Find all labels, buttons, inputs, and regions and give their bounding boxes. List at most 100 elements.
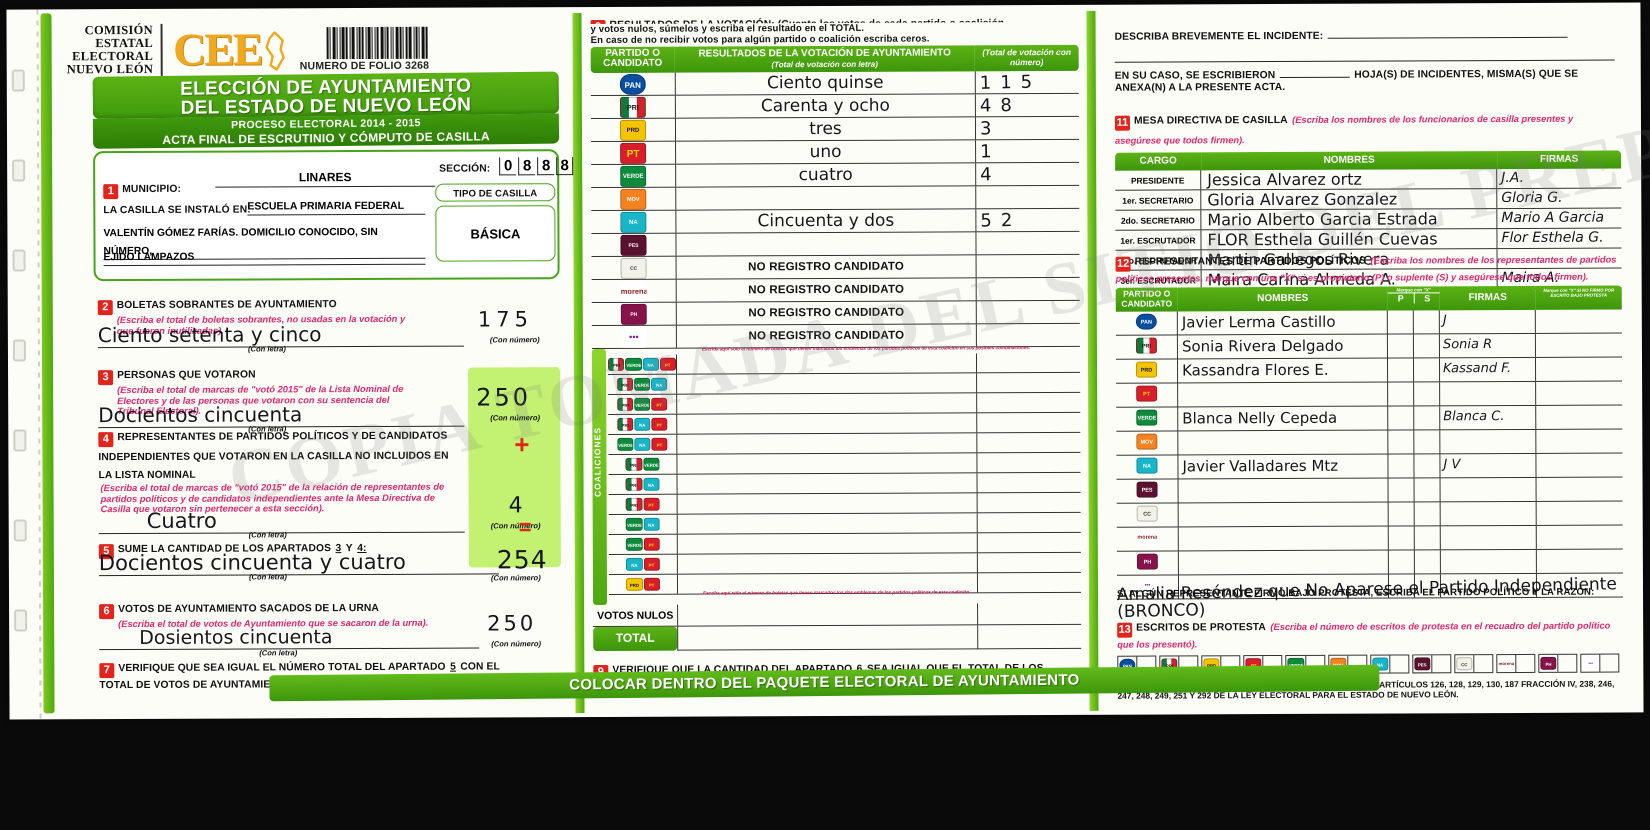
coalition-numero-cell[interactable]	[976, 492, 1081, 513]
protest-box[interactable]: PES	[1412, 654, 1452, 674]
rep-nombre-cell[interactable]	[1178, 550, 1389, 575]
party-letra-cell[interactable]	[675, 232, 976, 256]
tipo-casilla-value-box[interactable]: BÁSICA	[435, 205, 556, 262]
coalition-letra-cell[interactable]	[676, 393, 977, 414]
mesa-firma-cell[interactable]: J.A.	[1497, 169, 1621, 189]
protest-count-input[interactable]	[1557, 654, 1577, 672]
coalition-numero-cell[interactable]	[976, 412, 1081, 433]
protest-box[interactable]: morena	[1496, 653, 1536, 674]
rep-suplente-checkbox[interactable]	[1414, 406, 1441, 430]
coalition-numero-cell[interactable]	[975, 352, 1081, 373]
rep-propietario-checkbox[interactable]	[1388, 502, 1415, 526]
rep-firma-cell[interactable]	[1440, 429, 1537, 454]
rep-propietario-checkbox[interactable]	[1387, 334, 1414, 358]
votos-nulos-numero[interactable]	[977, 602, 1082, 625]
party-letra-cell[interactable]	[675, 186, 976, 210]
rep-protest-cell[interactable]	[1536, 382, 1622, 405]
rep-suplente-checkbox[interactable]	[1414, 454, 1441, 478]
coalition-letra-cell[interactable]	[675, 353, 977, 374]
total-numero[interactable]	[977, 624, 1082, 650]
party-numero-cell[interactable]	[975, 277, 1080, 301]
rep-protest-cell[interactable]	[1536, 454, 1622, 477]
coalition-numero-cell[interactable]	[976, 432, 1081, 453]
rep-protest-cell[interactable]	[1536, 406, 1622, 429]
coalition-numero-cell[interactable]	[976, 392, 1081, 413]
party-numero-cell[interactable]	[975, 300, 1080, 324]
rep-suplente-checkbox[interactable]	[1414, 502, 1441, 526]
party-letra-cell[interactable]: tres	[674, 117, 976, 141]
party-letra-cell[interactable]: Carenta y ocho	[674, 94, 975, 118]
anexa-count-field[interactable]	[1279, 76, 1350, 79]
rep-protest-cell[interactable]	[1537, 550, 1623, 573]
protest-count-input[interactable]	[1389, 655, 1409, 673]
mesa-nombre-cell[interactable]: Gloria Alvarez Gonzalez	[1201, 189, 1498, 210]
rep-protest-cell[interactable]	[1536, 334, 1622, 357]
rep-nombre-cell[interactable]	[1178, 502, 1389, 527]
rep-protest-cell[interactable]	[1536, 310, 1622, 333]
protest-count-input[interactable]	[1515, 654, 1535, 672]
coalition-numero-cell[interactable]	[976, 372, 1081, 393]
party-numero-cell[interactable]: 3	[974, 116, 1080, 140]
party-letra-cell[interactable]: Cincuenta y dos	[675, 209, 976, 233]
rep-propietario-checkbox[interactable]	[1388, 478, 1415, 502]
coalition-letra-cell[interactable]	[676, 513, 977, 534]
rep-suplente-checkbox[interactable]	[1414, 478, 1441, 502]
section-5-letra-field[interactable]: Docientos cincuenta y cuatro	[98, 549, 499, 577]
coalition-numero-cell[interactable]	[976, 452, 1081, 473]
mesa-firma-cell[interactable]: Mario A Garcia	[1497, 209, 1621, 229]
party-numero-cell[interactable]: 115	[974, 70, 1079, 93]
rep-protest-cell[interactable]	[1537, 478, 1623, 501]
protest-box[interactable]: CC	[1454, 654, 1494, 674]
rep-firma-cell[interactable]: Sonia R	[1439, 333, 1536, 358]
party-letra-cell[interactable]: Ciento quinse	[674, 71, 975, 95]
party-numero-cell[interactable]: 1	[975, 139, 1080, 163]
rep-suplente-checkbox[interactable]	[1414, 526, 1441, 550]
party-letra-cell[interactable]: NO REGISTRO CANDIDATO	[675, 301, 976, 325]
rep-firma-cell[interactable]: J V	[1440, 453, 1537, 478]
section-6-letra-field[interactable]: Dosientos cincuenta	[99, 625, 480, 651]
rep-suplente-checkbox[interactable]	[1413, 310, 1440, 334]
rep-nombre-cell[interactable]	[1178, 478, 1389, 503]
rep-nombre-cell[interactable]: Blanca Nelly Cepeda	[1178, 406, 1389, 431]
rep-nombre-cell[interactable]: Sonia Rivera Delgado	[1177, 334, 1388, 359]
mesa-firma-cell[interactable]: Gloria G.	[1497, 189, 1621, 209]
mesa-nombre-cell[interactable]: Mario Alberto Garcia Estrada	[1201, 209, 1498, 230]
rep-propietario-checkbox[interactable]	[1388, 526, 1415, 550]
rep-propietario-checkbox[interactable]	[1388, 382, 1415, 406]
rep-firma-cell[interactable]	[1440, 549, 1537, 574]
rep-propietario-checkbox[interactable]	[1387, 358, 1415, 382]
rep-nombre-cell[interactable]	[1178, 526, 1389, 551]
rep-propietario-checkbox[interactable]	[1388, 454, 1415, 478]
rep-protest-cell[interactable]	[1537, 526, 1623, 549]
protest-count-input[interactable]	[1431, 655, 1451, 673]
rep-protest-cell[interactable]	[1536, 358, 1622, 381]
coalition-letra-cell[interactable]	[676, 413, 977, 434]
party-numero-cell[interactable]: 48	[974, 93, 1079, 117]
rep-firma-cell[interactable]: J	[1439, 309, 1536, 334]
party-numero-cell[interactable]	[975, 323, 1080, 347]
rep-propietario-checkbox[interactable]	[1388, 430, 1415, 454]
rep-propietario-checkbox[interactable]	[1388, 406, 1415, 430]
protest-count-input[interactable]	[1599, 654, 1619, 672]
rep-suplente-checkbox[interactable]	[1413, 358, 1441, 382]
coalition-letra-cell[interactable]	[676, 553, 977, 574]
rep-protest-cell[interactable]	[1537, 502, 1623, 525]
party-numero-cell[interactable]	[975, 254, 1080, 278]
rep-nombre-cell[interactable]: Javier Lerma Castillo	[1177, 310, 1388, 335]
instalo-field-3[interactable]: EJIDO LAMPAZOS	[103, 245, 426, 267]
rep-nombre-cell[interactable]	[1178, 430, 1389, 455]
rep-suplente-checkbox[interactable]	[1414, 430, 1441, 454]
party-letra-cell[interactable]: NO REGISTRO CANDIDATO	[675, 324, 976, 348]
incident-field-1[interactable]	[1327, 36, 1568, 39]
protest-box[interactable]: •••	[1580, 653, 1620, 673]
rep-firma-cell[interactable]: Kassand F.	[1439, 357, 1537, 382]
seccion-digits[interactable]: 0 8 8 8	[499, 157, 574, 176]
rep-firma-cell[interactable]: Blanca C.	[1440, 405, 1537, 430]
rep-nombre-cell[interactable]	[1178, 382, 1389, 407]
section-3-numero-field[interactable]: 250	[476, 383, 531, 411]
mesa-firma-cell[interactable]: Flor Esthela G.	[1497, 229, 1621, 249]
incident-field-2[interactable]	[1114, 46, 1615, 63]
rep-suplente-checkbox[interactable]	[1414, 382, 1441, 406]
votos-nulos-letra[interactable]	[677, 603, 978, 626]
rep-nombre-cell[interactable]: Kassandra Flores E.	[1177, 358, 1389, 383]
